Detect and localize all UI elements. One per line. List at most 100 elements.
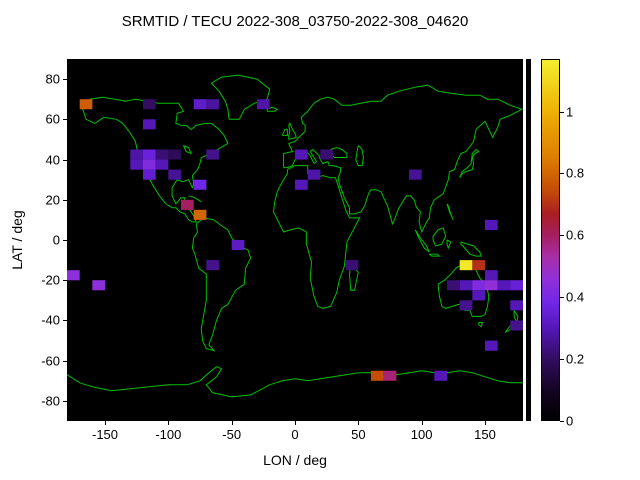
coastline (272, 165, 361, 309)
heatmap-cell (206, 99, 219, 110)
heatmap-cell (345, 260, 359, 271)
y-tick-mark (63, 119, 67, 121)
x-tick-label: 50 (351, 427, 366, 442)
y-tick-label: -20 (41, 272, 60, 288)
heatmap-cell (472, 290, 485, 301)
colorbar-tick-mark (560, 111, 564, 113)
y-tick-label: 40 (45, 152, 60, 168)
heatmap-cell (257, 99, 270, 110)
heatmap-cell (143, 169, 156, 180)
heatmap-cell (143, 99, 156, 110)
coastline (191, 217, 252, 352)
map-plot-area (67, 59, 523, 421)
heatmap-cell (181, 199, 194, 210)
heatmap-cell (497, 280, 511, 291)
heatmap-cell (472, 260, 485, 271)
heatmap-cell (193, 209, 207, 220)
heatmap-cell (307, 169, 321, 180)
heatmap-cell (510, 320, 523, 331)
heatmap-cell (143, 149, 156, 160)
coastline (459, 148, 480, 178)
colorbar-tick-label: 0.8 (566, 165, 585, 181)
colorbar (541, 59, 560, 421)
coastline (414, 229, 430, 253)
y-tick-mark (63, 400, 67, 402)
y-tick-mark (63, 240, 67, 241)
colorbar-tick-label: 1 (566, 104, 574, 120)
coastline (281, 128, 288, 136)
y-tick-mark (63, 159, 67, 161)
x-tick-label: 0 (291, 427, 299, 442)
x-tick-mark (231, 421, 233, 425)
y-tick-mark (63, 199, 67, 201)
x-axis-label: LON / deg (263, 452, 327, 468)
y-tick-label: 60 (45, 111, 60, 127)
heatmap-cell (459, 260, 473, 271)
heatmap-cell (434, 370, 447, 381)
x-tick-label: 150 (474, 427, 496, 442)
heatmap-cell (510, 300, 523, 311)
heatmap-cell (155, 149, 169, 160)
colorbar-tick-mark (560, 297, 564, 299)
heatmap-cell (143, 119, 156, 130)
heatmap-cell (371, 370, 384, 381)
x-tick-mark (485, 421, 486, 425)
coastline (81, 96, 229, 223)
heatmap-cell (92, 280, 105, 291)
colorbar-tick-label: 0 (566, 413, 574, 429)
heatmap-cell (485, 219, 498, 230)
colorbar-tick-label: 0.4 (566, 289, 585, 305)
coastline (183, 145, 193, 155)
coastline (288, 122, 297, 140)
x-tick-mark (295, 421, 296, 425)
y-tick-label: 80 (45, 71, 60, 87)
x-tick-mark (358, 421, 360, 425)
heatmap-cell (447, 280, 460, 291)
map-background (67, 59, 523, 421)
y-tick-label: -60 (41, 353, 60, 369)
y-tick-label: -40 (41, 312, 60, 328)
y-tick-mark (63, 280, 67, 282)
heatmap-cell (206, 260, 219, 271)
heatmap-cell (485, 270, 498, 281)
heatmap-cell (485, 340, 498, 351)
heatmap-cell (168, 149, 181, 160)
heatmap-cell (320, 149, 333, 160)
plot-title: SRMTID / TECU 2022-308_03750-2022-308_04… (121, 13, 469, 30)
heatmap-cell (67, 270, 80, 281)
coastline (460, 241, 482, 257)
coastline (478, 322, 484, 328)
colorbar-tick-label: 0.6 (566, 227, 585, 243)
heatmap-cell (193, 99, 207, 110)
colorbar-tick-mark (560, 359, 564, 361)
coastline (283, 84, 523, 234)
coastline (355, 145, 364, 167)
coastline (188, 195, 202, 203)
world-map-svg (67, 59, 523, 421)
coastline (446, 203, 454, 221)
heatmap-cell (295, 179, 308, 190)
coastline (428, 253, 441, 257)
heatmap-cell (383, 370, 397, 381)
heatmap-cell (79, 99, 93, 110)
heatmap-cell (485, 280, 498, 291)
y-tick-label: 0 (52, 232, 60, 248)
heatmap-cell (143, 159, 156, 170)
x-tick-label: -100 (155, 427, 182, 442)
x-tick-label: 100 (410, 427, 433, 442)
heatmap-cell (295, 149, 308, 160)
coastline (446, 239, 452, 250)
y-tick-mark (63, 320, 67, 322)
x-tick-mark (168, 421, 170, 425)
heatmap-cell (155, 159, 169, 170)
coastline (210, 74, 271, 120)
y-tick-mark (63, 360, 67, 362)
heatmap-cell (231, 240, 245, 251)
heatmap-cell (206, 149, 219, 160)
heatmap-cell (472, 280, 485, 291)
colorbar-tick-label: 0.2 (566, 351, 585, 367)
heatmap-cell (193, 179, 207, 190)
x-tick-mark (421, 421, 423, 425)
x-tick-label: -150 (91, 427, 119, 442)
